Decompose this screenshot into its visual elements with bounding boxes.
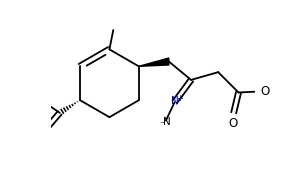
Text: O: O [228, 117, 237, 130]
Text: N: N [171, 96, 178, 106]
Text: ⁻: ⁻ [159, 120, 164, 130]
Text: O: O [260, 85, 269, 98]
Text: N: N [163, 116, 171, 127]
Text: +: + [176, 94, 183, 103]
Polygon shape [139, 58, 169, 66]
